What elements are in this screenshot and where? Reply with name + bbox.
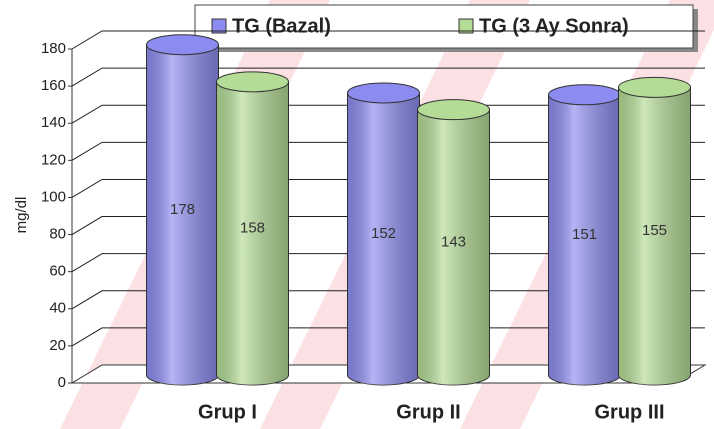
cylinder-top xyxy=(417,99,490,121)
y-tick-label: 120 xyxy=(41,151,66,168)
data-label: 155 xyxy=(642,222,667,239)
legend-box xyxy=(194,4,694,49)
cylinder-top xyxy=(618,76,691,98)
legend: TG (Bazal) TG (3 Ay Sonra) xyxy=(194,4,698,52)
cylinder-shade xyxy=(417,109,490,386)
cylinder-shade xyxy=(146,44,219,385)
y-tick-label: 80 xyxy=(49,226,66,243)
y-tick-label: 100 xyxy=(41,188,66,205)
cylinder xyxy=(216,71,289,386)
cylinder xyxy=(146,34,219,386)
grid-line xyxy=(71,30,705,50)
x-tick-label: Grup III xyxy=(595,401,665,423)
cylinder-shade xyxy=(618,87,691,385)
cylinder xyxy=(618,76,691,386)
data-label: 151 xyxy=(572,226,597,243)
cylinder-shade xyxy=(548,94,621,385)
data-label: 158 xyxy=(240,219,265,236)
grid-line xyxy=(71,327,705,347)
legend-swatch xyxy=(211,18,227,34)
y-tick-label: 140 xyxy=(41,114,66,131)
y-axis-label: mg/dl xyxy=(13,197,30,234)
cylinder-top xyxy=(347,82,420,104)
cylinder xyxy=(417,99,490,386)
cylinder xyxy=(548,84,621,386)
legend-label: TG (Bazal) xyxy=(232,15,331,37)
cylinder xyxy=(347,82,420,386)
legend-swatch xyxy=(458,18,474,34)
grid-line xyxy=(71,178,705,198)
x-tick-label: Grup II xyxy=(396,401,460,423)
cylinder-shade xyxy=(347,92,420,385)
grid-line xyxy=(71,104,705,124)
cylinder-shade xyxy=(216,81,289,386)
y-tick-label: 160 xyxy=(41,77,66,94)
grid-line xyxy=(71,141,705,161)
y-tick-label: 180 xyxy=(41,40,66,57)
data-label: 178 xyxy=(170,201,195,218)
cylinder-top xyxy=(548,84,621,106)
grid-line xyxy=(71,290,705,310)
y-tick-label: 60 xyxy=(49,263,66,280)
y-tick-label: 20 xyxy=(49,337,66,354)
cylinder-top xyxy=(146,34,219,56)
grid-line xyxy=(71,253,705,273)
cylinder-top xyxy=(216,71,289,93)
data-label: 143 xyxy=(441,233,466,250)
grid-line xyxy=(71,67,705,87)
y-tick-label: 40 xyxy=(49,300,66,317)
y-tick-label: 0 xyxy=(58,374,66,391)
legend-label: TG (3 Ay Sonra) xyxy=(479,15,629,37)
grid-line xyxy=(71,216,705,235)
x-tick-label: Grup I xyxy=(198,401,257,423)
data-label: 152 xyxy=(371,225,396,242)
